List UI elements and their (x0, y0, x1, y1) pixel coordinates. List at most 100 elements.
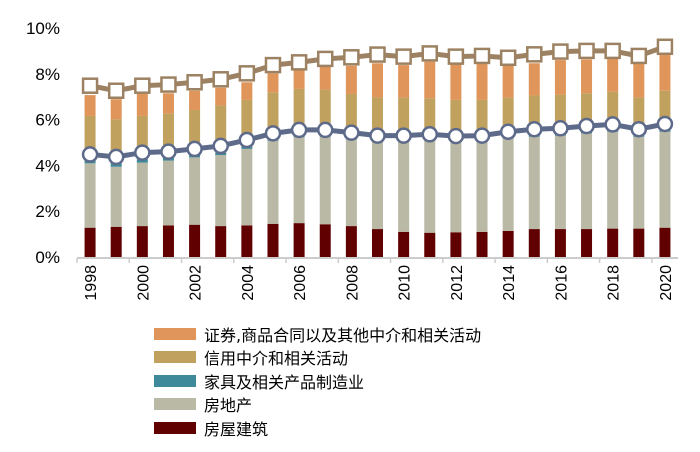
line-marker-circle (656, 115, 674, 133)
bar-segment-1 (554, 135, 566, 230)
legend-swatch (154, 374, 196, 387)
bar-segment-4 (528, 63, 540, 96)
bar-segment-1 (476, 141, 488, 232)
bar-segment-0 (136, 226, 148, 257)
line-marker-circle (160, 143, 177, 160)
line-marker-square (81, 77, 99, 94)
bar-segment-4 (345, 65, 357, 94)
bar-segment-1 (215, 155, 227, 227)
line-marker-circle (526, 120, 543, 138)
line-marker-square (212, 71, 229, 88)
line-marker-square (316, 50, 334, 68)
bar-segment-3 (528, 95, 540, 135)
bar-segment-0 (241, 225, 253, 257)
bar-segment-3 (554, 94, 566, 134)
bar-segment-0 (476, 231, 488, 257)
bar-segment-4 (189, 90, 201, 110)
bar-segment-0 (502, 230, 514, 257)
bar-segment-3 (215, 105, 227, 153)
bar-segment-1 (189, 157, 201, 225)
line-marker-square (552, 43, 569, 60)
line-marker-circle (552, 120, 569, 137)
legend-swatch (154, 351, 196, 364)
bar-segment-4 (215, 87, 227, 106)
bar-segment-0 (554, 229, 566, 257)
bar-segment-3 (450, 99, 462, 140)
bar-segment-3 (398, 97, 410, 140)
line-marker-circle (343, 124, 360, 141)
bar-segment-0 (398, 231, 410, 257)
line-marker-circle (134, 144, 151, 161)
bar-segment-3 (607, 91, 619, 130)
line-marker-square (343, 49, 360, 66)
bar-segment-1 (398, 141, 410, 232)
bar-segment-3 (293, 88, 305, 136)
bar-segment-0 (162, 225, 174, 257)
line-marker-square (160, 76, 177, 93)
bar-segment-4 (554, 60, 566, 95)
bar-segment-4 (581, 59, 593, 94)
bar-segment-0 (267, 223, 279, 257)
bar-segment-0 (581, 229, 593, 257)
line-marker-circle (264, 125, 282, 142)
bar-segment-3 (345, 93, 357, 138)
y-tick-label: 0% (35, 248, 60, 267)
bar-segment-3 (241, 99, 253, 147)
line-marker-circle (447, 127, 465, 145)
legend-label: 房屋建筑 (204, 419, 269, 439)
bar-segment-3 (162, 113, 174, 158)
bar-segment-4 (398, 65, 410, 98)
bar-segment-3 (659, 90, 671, 130)
bar-segment-1 (502, 138, 514, 231)
legend-item-credit: 信用中介和相关活动 (154, 346, 481, 370)
y-tick-label: 10% (26, 19, 60, 38)
line-marker-square (186, 74, 203, 91)
line-marker-square (656, 38, 674, 56)
line-marker-square (238, 65, 256, 82)
line-marker-circle (107, 148, 125, 166)
line-marker-circle (630, 120, 648, 138)
bar-segment-0 (424, 232, 436, 257)
bar-segment-1 (424, 140, 436, 233)
legend-label: 证券,商品合同以及其他中介和相关活动 (204, 325, 482, 345)
legend-label: 信用中介和相关活动 (204, 349, 349, 369)
bar-segment-3 (476, 99, 488, 140)
legend-swatch (154, 421, 196, 434)
bar-segment-0 (189, 224, 201, 257)
line-marker-square (290, 54, 308, 71)
bar-segment-0 (659, 227, 671, 257)
bar-segment-1 (345, 139, 357, 227)
x-tick-label: 2016 (553, 265, 570, 301)
x-tick-label: 2014 (501, 265, 518, 301)
line-marker-circle (421, 126, 439, 143)
bar-segment-3 (581, 93, 593, 132)
bar-segment-2 (136, 159, 148, 163)
y-tick-label: 6% (35, 111, 60, 130)
legend-label: 房地产 (204, 396, 253, 416)
line-marker-circle (316, 121, 334, 139)
line-marker-square (395, 48, 412, 65)
line-marker-circle (473, 127, 491, 144)
bar-segment-0 (215, 226, 227, 257)
line-marker-square (604, 42, 621, 60)
line-marker-square (134, 77, 151, 94)
bar-segment-0 (633, 228, 645, 257)
bar-segment-0 (110, 226, 122, 257)
bar-segment-4 (84, 95, 96, 116)
bar-segment-0 (84, 227, 96, 257)
x-tick-label: 2000 (135, 265, 152, 301)
line-marker-circle (81, 146, 99, 163)
y-tick-label: 4% (35, 156, 60, 175)
line-marker-square (264, 56, 282, 74)
legend-swatch (154, 327, 196, 340)
legend-item-securities: 证券,商品合同以及其他中介和相关活动 (154, 322, 481, 346)
legend-item-real-estate: 房地产 (154, 393, 481, 417)
bar-segment-3 (84, 115, 96, 160)
line-marker-circle (369, 127, 386, 144)
line-marker-circle (290, 121, 308, 139)
legend: 证券,商品合同以及其他中介和相关活动 信用中介和相关活动 家具及相关产品制造业 … (154, 322, 481, 440)
line-marker-circle (395, 127, 412, 144)
line-marker-circle (578, 117, 595, 135)
bar-segment-1 (607, 131, 619, 229)
